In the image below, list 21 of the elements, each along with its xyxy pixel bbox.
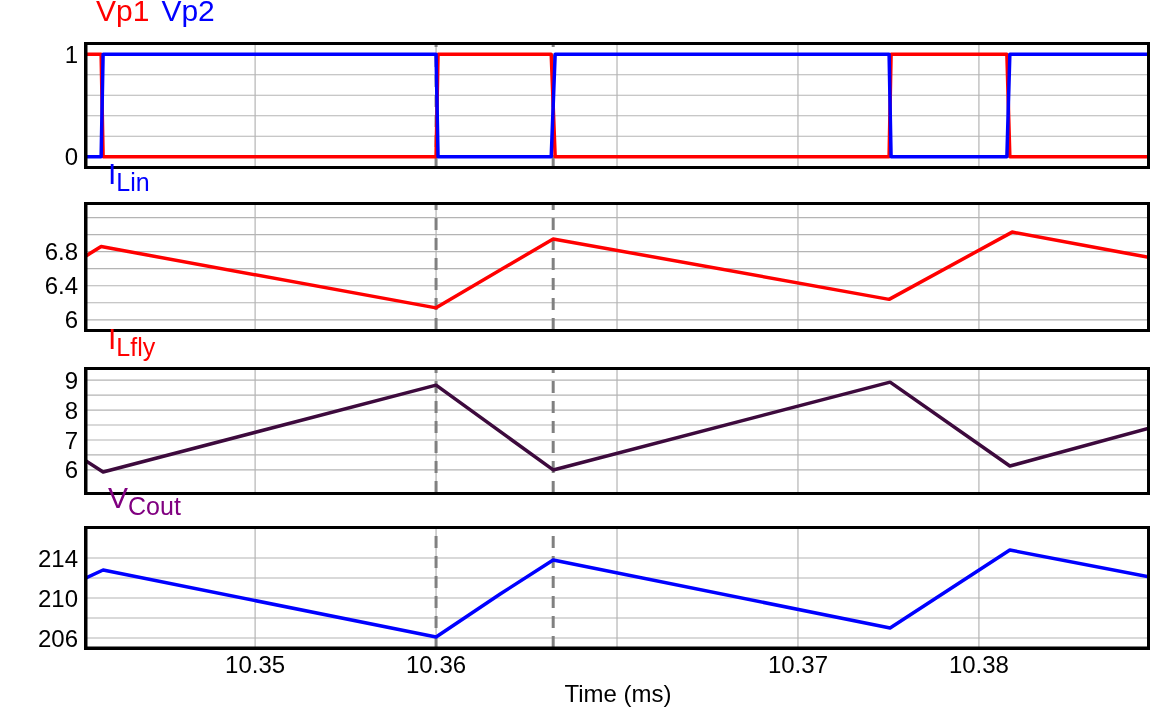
y-tick-label: 214 [37, 544, 78, 572]
y-tick-label: 6 [64, 456, 78, 484]
x-tick-label: 10.38 [948, 651, 1009, 679]
y-tick-label: 0 [64, 143, 78, 171]
series-label: Vp1 [96, 0, 150, 28]
y-tick-label: 210 [37, 584, 78, 612]
chart-title: I$_{Lin}$ [108, 157, 150, 197]
y-tick-label: 9 [64, 366, 78, 394]
chart-title: I$_{Lfly}$ [108, 322, 156, 362]
y-tick-label: 6.8 [44, 238, 78, 266]
y-tick-label: 1 [64, 40, 78, 68]
x-axis-title: Time (ms) [564, 680, 672, 707]
y-tick-label: 6 [64, 306, 78, 334]
x-tick-label: 10.36 [406, 651, 467, 679]
y-tick-label: 7 [64, 426, 78, 454]
x-tick-label: 10.37 [767, 651, 828, 679]
y-tick-label: 6.4 [44, 272, 78, 300]
y-tick-label: 206 [37, 624, 78, 652]
series-label: Vp2 [161, 0, 215, 28]
x-tick-label: 10.35 [225, 651, 286, 679]
y-tick-label: 8 [64, 396, 78, 424]
